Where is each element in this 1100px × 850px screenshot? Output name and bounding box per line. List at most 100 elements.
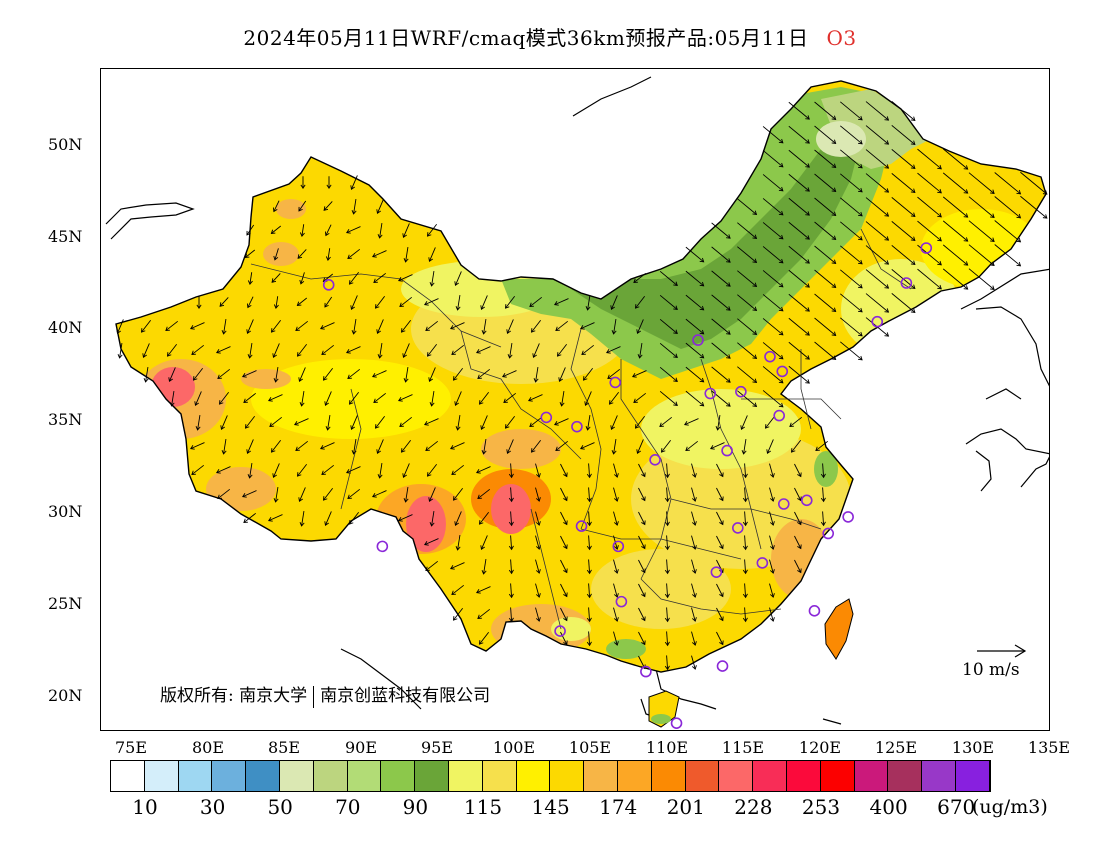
wind-vector bbox=[769, 583, 774, 598]
wind-vector-head bbox=[937, 284, 942, 290]
wind-vector bbox=[249, 463, 253, 478]
station-marker[interactable] bbox=[721, 444, 733, 457]
station-marker[interactable] bbox=[716, 660, 729, 672]
wind-vector-head bbox=[455, 306, 461, 311]
wind-vector-head bbox=[449, 325, 455, 330]
station-marker[interactable] bbox=[808, 605, 821, 617]
wind-vector bbox=[744, 487, 747, 502]
wind-vector bbox=[788, 101, 810, 120]
wind-vector-head bbox=[449, 565, 455, 570]
colorbar-label: 70 bbox=[335, 795, 361, 819]
station-marker[interactable] bbox=[649, 454, 661, 466]
wind-vector-head bbox=[324, 521, 329, 527]
wind-vector-head bbox=[831, 283, 837, 289]
wind-vector-head bbox=[664, 665, 670, 671]
station-marker[interactable] bbox=[609, 376, 622, 389]
station-marker[interactable] bbox=[571, 420, 583, 433]
wind-vector bbox=[223, 439, 227, 454]
wind-vector-head bbox=[990, 237, 995, 243]
station-marker[interactable] bbox=[920, 242, 933, 254]
wind-vector-head bbox=[400, 328, 406, 333]
wind-vector bbox=[295, 320, 309, 331]
station-marker[interactable] bbox=[777, 498, 790, 510]
forecast-map[interactable] bbox=[101, 69, 1050, 731]
wind-vector-head bbox=[805, 115, 810, 120]
station-marker[interactable] bbox=[704, 387, 717, 400]
station-marker[interactable] bbox=[554, 625, 566, 637]
station-marker[interactable] bbox=[710, 566, 723, 578]
station-marker[interactable] bbox=[376, 540, 389, 553]
station-marker[interactable] bbox=[322, 279, 335, 291]
station-marker[interactable] bbox=[732, 522, 744, 534]
station-marker[interactable] bbox=[735, 385, 747, 398]
station-marker[interactable] bbox=[575, 520, 588, 532]
wind-vector bbox=[737, 198, 757, 215]
wind-vector-head bbox=[691, 545, 697, 550]
wind-vector bbox=[427, 463, 438, 477]
wind-vector bbox=[588, 511, 591, 526]
wind-vector-head bbox=[374, 304, 380, 309]
wind-vector bbox=[372, 370, 387, 378]
station-marker[interactable] bbox=[612, 540, 625, 553]
station-marker[interactable] bbox=[670, 717, 683, 729]
station-marker[interactable] bbox=[822, 527, 835, 540]
wind-vector bbox=[994, 196, 1021, 219]
wind-vector-head bbox=[555, 446, 560, 452]
station-marker[interactable] bbox=[764, 350, 776, 363]
station-marker[interactable] bbox=[871, 315, 884, 328]
wind-vector-head bbox=[699, 281, 705, 287]
wind-vector-head bbox=[726, 402, 731, 407]
station-marker[interactable] bbox=[540, 411, 553, 424]
map-panel[interactable] bbox=[100, 68, 1050, 731]
wind-vector bbox=[587, 295, 591, 310]
station-marker[interactable] bbox=[776, 365, 789, 378]
station-marker[interactable] bbox=[900, 277, 913, 289]
wind-vector bbox=[611, 295, 618, 310]
wind-vector bbox=[638, 631, 646, 645]
wind-vector bbox=[638, 607, 646, 621]
wind-vector-head bbox=[963, 165, 969, 170]
wind-vector-head bbox=[300, 184, 306, 190]
wind-vector bbox=[891, 245, 916, 265]
wind-vector bbox=[273, 343, 280, 358]
wind-vector-head bbox=[351, 330, 357, 335]
wind-vector-head bbox=[428, 497, 433, 503]
wind-vector-head bbox=[699, 401, 705, 407]
wind-vector-head bbox=[691, 593, 697, 598]
wind-vector-head bbox=[613, 593, 619, 598]
wind-vector bbox=[737, 246, 757, 263]
wind-vector-head bbox=[633, 398, 638, 404]
wind-vector-head bbox=[815, 446, 820, 452]
station-marker[interactable] bbox=[800, 494, 813, 507]
colorbar-swatch bbox=[516, 761, 551, 791]
wind-vector-head bbox=[299, 402, 305, 407]
wind-vector bbox=[325, 391, 332, 406]
wind-vector-head bbox=[501, 373, 507, 378]
station-marker[interactable] bbox=[756, 557, 769, 569]
wind-vector-head bbox=[400, 448, 406, 453]
wind-vector-head bbox=[319, 325, 325, 330]
wind-vector bbox=[351, 175, 358, 190]
wind-vector bbox=[555, 440, 569, 451]
wind-vector bbox=[219, 297, 229, 307]
station-marker[interactable] bbox=[842, 511, 854, 523]
wind-vector bbox=[451, 344, 465, 355]
wind-vector-head bbox=[143, 378, 149, 383]
wind-vector-head bbox=[477, 614, 482, 620]
wind-vector bbox=[479, 391, 490, 405]
station-marker[interactable] bbox=[615, 595, 628, 608]
wind-vector bbox=[865, 293, 889, 313]
wind-vector bbox=[685, 294, 704, 311]
wind-vector-head bbox=[273, 498, 279, 503]
wind-vector-head bbox=[480, 545, 485, 551]
wind-vector-head bbox=[270, 229, 276, 234]
wind-vector-head bbox=[884, 140, 890, 145]
wind-vector-head bbox=[449, 445, 455, 450]
station-marker[interactable] bbox=[640, 665, 652, 678]
station-marker[interactable] bbox=[773, 409, 785, 422]
wind-vector-head bbox=[506, 449, 511, 455]
wind-vector bbox=[271, 225, 282, 234]
station-marker[interactable] bbox=[692, 334, 704, 346]
wind-vector-head bbox=[691, 641, 697, 646]
wind-vector bbox=[994, 172, 1021, 195]
